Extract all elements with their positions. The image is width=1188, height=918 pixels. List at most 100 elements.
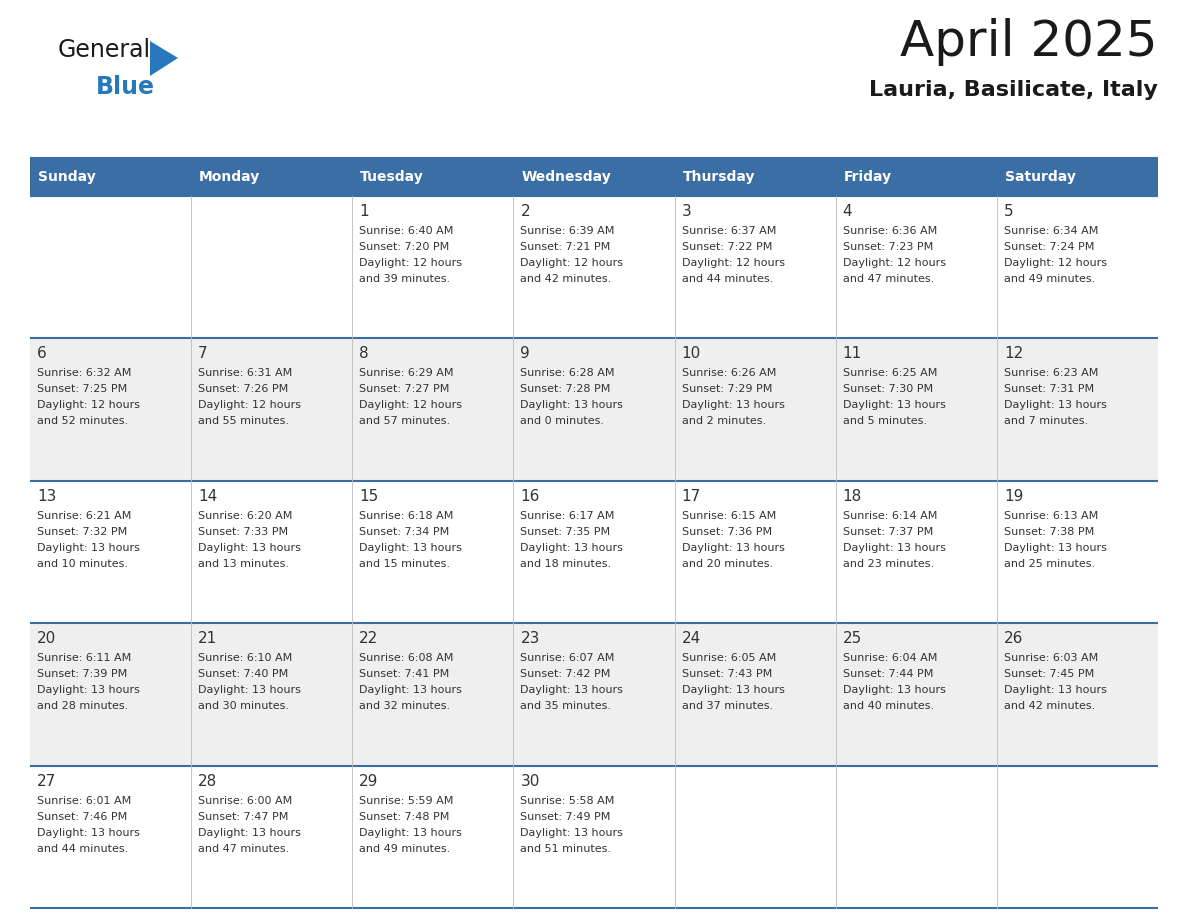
Text: Sunset: 7:23 PM: Sunset: 7:23 PM <box>842 242 933 252</box>
Text: Sunset: 7:43 PM: Sunset: 7:43 PM <box>682 669 772 679</box>
Text: and 39 minutes.: and 39 minutes. <box>359 274 450 284</box>
Text: 19: 19 <box>1004 488 1023 504</box>
Text: Sunset: 7:27 PM: Sunset: 7:27 PM <box>359 385 450 395</box>
Text: and 23 minutes.: and 23 minutes. <box>842 559 934 569</box>
Polygon shape <box>150 41 178 76</box>
Text: Daylight: 12 hours: Daylight: 12 hours <box>1004 258 1107 268</box>
Text: Sunrise: 6:28 AM: Sunrise: 6:28 AM <box>520 368 615 378</box>
Text: and 10 minutes.: and 10 minutes. <box>37 559 128 569</box>
Text: 13: 13 <box>37 488 56 504</box>
Text: Sunrise: 6:37 AM: Sunrise: 6:37 AM <box>682 226 776 236</box>
Text: and 47 minutes.: and 47 minutes. <box>198 844 290 854</box>
Text: Wednesday: Wednesday <box>522 170 611 184</box>
Text: and 7 minutes.: and 7 minutes. <box>1004 417 1088 426</box>
Text: Sunrise: 6:13 AM: Sunrise: 6:13 AM <box>1004 510 1098 521</box>
Text: 23: 23 <box>520 632 539 646</box>
Text: Sunrise: 6:25 AM: Sunrise: 6:25 AM <box>842 368 937 378</box>
Text: Daylight: 13 hours: Daylight: 13 hours <box>842 685 946 695</box>
Text: 28: 28 <box>198 774 217 789</box>
Text: and 52 minutes.: and 52 minutes. <box>37 417 128 426</box>
Text: and 49 minutes.: and 49 minutes. <box>359 844 450 854</box>
Text: Sunset: 7:22 PM: Sunset: 7:22 PM <box>682 242 772 252</box>
Text: Sunset: 7:46 PM: Sunset: 7:46 PM <box>37 812 127 822</box>
Text: Sunrise: 6:07 AM: Sunrise: 6:07 AM <box>520 654 615 663</box>
Text: Sunrise: 6:05 AM: Sunrise: 6:05 AM <box>682 654 776 663</box>
Text: Daylight: 13 hours: Daylight: 13 hours <box>520 828 624 837</box>
Text: and 37 minutes.: and 37 minutes. <box>682 701 772 711</box>
Text: 6: 6 <box>37 346 46 362</box>
Text: 10: 10 <box>682 346 701 362</box>
Text: Sunset: 7:31 PM: Sunset: 7:31 PM <box>1004 385 1094 395</box>
Text: Sunday: Sunday <box>38 170 96 184</box>
Text: Sunrise: 6:31 AM: Sunrise: 6:31 AM <box>198 368 292 378</box>
Text: and 15 minutes.: and 15 minutes. <box>359 559 450 569</box>
Text: Daylight: 13 hours: Daylight: 13 hours <box>1004 400 1107 410</box>
Text: Sunset: 7:20 PM: Sunset: 7:20 PM <box>359 242 449 252</box>
Text: General: General <box>58 38 151 62</box>
Text: 5: 5 <box>1004 204 1013 219</box>
Text: Sunrise: 6:03 AM: Sunrise: 6:03 AM <box>1004 654 1098 663</box>
Text: 12: 12 <box>1004 346 1023 362</box>
Text: Daylight: 12 hours: Daylight: 12 hours <box>842 258 946 268</box>
Bar <box>30 196 1158 339</box>
Text: Sunset: 7:48 PM: Sunset: 7:48 PM <box>359 812 450 822</box>
Text: Daylight: 12 hours: Daylight: 12 hours <box>198 400 301 410</box>
Text: 7: 7 <box>198 346 208 362</box>
Text: Daylight: 13 hours: Daylight: 13 hours <box>198 543 301 553</box>
Text: Friday: Friday <box>843 170 892 184</box>
Text: 24: 24 <box>682 632 701 646</box>
Text: Sunset: 7:40 PM: Sunset: 7:40 PM <box>198 669 289 679</box>
Text: Saturday: Saturday <box>1005 170 1075 184</box>
Text: Sunset: 7:49 PM: Sunset: 7:49 PM <box>520 812 611 822</box>
Text: and 25 minutes.: and 25 minutes. <box>1004 559 1095 569</box>
Text: Sunset: 7:30 PM: Sunset: 7:30 PM <box>842 385 933 395</box>
Text: Sunrise: 6:15 AM: Sunrise: 6:15 AM <box>682 510 776 521</box>
Text: 15: 15 <box>359 488 379 504</box>
Text: Sunrise: 6:32 AM: Sunrise: 6:32 AM <box>37 368 132 378</box>
Text: Daylight: 13 hours: Daylight: 13 hours <box>359 828 462 837</box>
Text: Sunrise: 6:40 AM: Sunrise: 6:40 AM <box>359 226 454 236</box>
Text: 26: 26 <box>1004 632 1023 646</box>
Text: 9: 9 <box>520 346 530 362</box>
Text: and 49 minutes.: and 49 minutes. <box>1004 274 1095 284</box>
Text: and 18 minutes.: and 18 minutes. <box>520 559 612 569</box>
Text: and 42 minutes.: and 42 minutes. <box>1004 701 1095 711</box>
Text: April 2025: April 2025 <box>901 18 1158 66</box>
Text: Sunset: 7:36 PM: Sunset: 7:36 PM <box>682 527 772 537</box>
Text: Sunset: 7:45 PM: Sunset: 7:45 PM <box>1004 669 1094 679</box>
Text: Daylight: 12 hours: Daylight: 12 hours <box>359 400 462 410</box>
Bar <box>30 623 1158 766</box>
Text: and 32 minutes.: and 32 minutes. <box>359 701 450 711</box>
Text: Sunrise: 6:01 AM: Sunrise: 6:01 AM <box>37 796 131 806</box>
Text: Daylight: 13 hours: Daylight: 13 hours <box>520 400 624 410</box>
Text: Daylight: 13 hours: Daylight: 13 hours <box>37 828 140 837</box>
Text: Daylight: 12 hours: Daylight: 12 hours <box>520 258 624 268</box>
Text: Sunset: 7:32 PM: Sunset: 7:32 PM <box>37 527 127 537</box>
Text: 1: 1 <box>359 204 369 219</box>
Text: 4: 4 <box>842 204 852 219</box>
Text: and 51 minutes.: and 51 minutes. <box>520 844 612 854</box>
Text: 27: 27 <box>37 774 56 789</box>
Text: Lauria, Basilicate, Italy: Lauria, Basilicate, Italy <box>870 80 1158 100</box>
Text: Daylight: 12 hours: Daylight: 12 hours <box>37 400 140 410</box>
Text: Daylight: 13 hours: Daylight: 13 hours <box>37 543 140 553</box>
Text: Sunrise: 5:59 AM: Sunrise: 5:59 AM <box>359 796 454 806</box>
Text: Sunrise: 6:29 AM: Sunrise: 6:29 AM <box>359 368 454 378</box>
Text: 20: 20 <box>37 632 56 646</box>
Text: Sunrise: 6:21 AM: Sunrise: 6:21 AM <box>37 510 132 521</box>
Text: Sunset: 7:41 PM: Sunset: 7:41 PM <box>359 669 449 679</box>
Text: Sunrise: 6:10 AM: Sunrise: 6:10 AM <box>198 654 292 663</box>
Text: Daylight: 13 hours: Daylight: 13 hours <box>682 400 784 410</box>
Text: Daylight: 12 hours: Daylight: 12 hours <box>359 258 462 268</box>
Text: 16: 16 <box>520 488 539 504</box>
Text: and 35 minutes.: and 35 minutes. <box>520 701 612 711</box>
Text: Sunrise: 6:34 AM: Sunrise: 6:34 AM <box>1004 226 1098 236</box>
Text: 21: 21 <box>198 632 217 646</box>
Text: 30: 30 <box>520 774 539 789</box>
Text: Monday: Monday <box>200 170 260 184</box>
Text: Sunset: 7:21 PM: Sunset: 7:21 PM <box>520 242 611 252</box>
Text: 2: 2 <box>520 204 530 219</box>
Text: Sunrise: 5:58 AM: Sunrise: 5:58 AM <box>520 796 615 806</box>
Text: Sunset: 7:38 PM: Sunset: 7:38 PM <box>1004 527 1094 537</box>
Text: Blue: Blue <box>96 75 154 99</box>
